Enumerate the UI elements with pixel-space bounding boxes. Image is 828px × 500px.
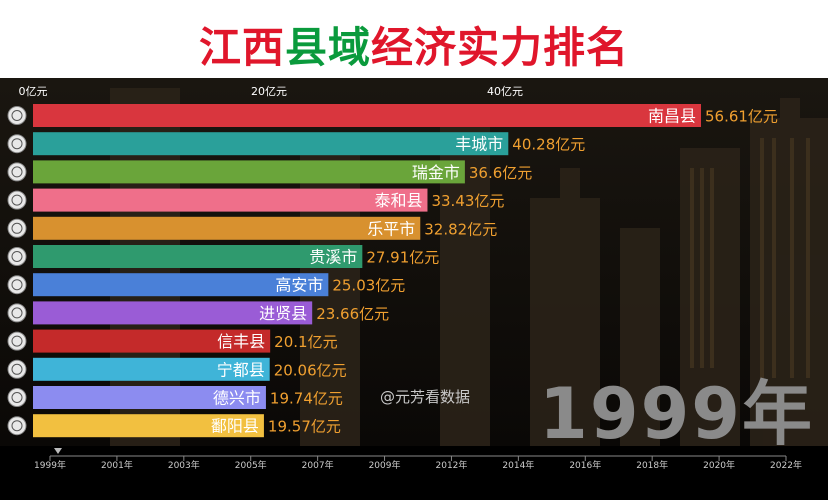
county-emblem-icon xyxy=(7,218,27,238)
county-emblem-icon-inner xyxy=(11,392,23,403)
county-emblem-icon-inner xyxy=(11,420,23,432)
title-part-2: 县域 xyxy=(284,23,371,72)
bar-category-label: 泰和县 xyxy=(374,191,422,210)
bar xyxy=(33,245,363,268)
bar xyxy=(33,329,271,353)
title-bar: 江西县域经济实力排名 xyxy=(0,0,828,78)
county-emblem-icon-inner xyxy=(11,166,23,178)
bar-value-label: 20.06亿元 xyxy=(274,361,347,379)
timeline: 1999年 2001年 2003年 2005年 2007年 2009年 2012年 2014年… xyxy=(0,446,828,496)
county-emblem-icon xyxy=(7,359,27,379)
bar-value-label: 56.61亿元 xyxy=(705,108,778,126)
county-emblem-icon-inner xyxy=(11,279,23,291)
county-emblem-icon-inner xyxy=(11,251,23,262)
bar xyxy=(33,188,428,212)
county-emblem-icon xyxy=(7,190,27,210)
bar-category-label: 瑞金市 xyxy=(412,163,460,182)
bar xyxy=(33,273,329,297)
county-emblem-icon xyxy=(7,134,27,154)
bar-category-label: 高安市 xyxy=(275,276,323,295)
bar xyxy=(33,357,270,381)
bar-value-label: 33.43亿元 xyxy=(431,192,504,210)
title-part-3: 经济实力排名 xyxy=(371,23,630,72)
county-emblem-icon xyxy=(7,275,27,295)
county-emblem-icon xyxy=(7,303,27,323)
timeline-year-label[interactable]: 1999年 xyxy=(34,459,66,471)
timeline-year-label[interactable]: 2022年 xyxy=(770,459,802,471)
bar xyxy=(33,386,266,409)
timeline-year-label[interactable]: 2007年 xyxy=(302,459,334,471)
bar-value-label: 19.57亿元 xyxy=(268,418,341,436)
county-emblem-icon xyxy=(7,247,27,266)
timeline-svg: 1999年 2001年 2003年 2005年 2007年 2009年 2012年 2014年… xyxy=(34,448,802,471)
bar-value-label: 36.6亿元 xyxy=(469,164,532,182)
county-emblem-icon xyxy=(7,106,27,125)
county-emblem-icon-inner xyxy=(11,110,23,121)
bar xyxy=(33,414,264,438)
bar-category-label: 鄱阳县 xyxy=(211,417,259,436)
timeline-year-label[interactable]: 2009年 xyxy=(369,459,401,471)
bar-category-label: 贵溪市 xyxy=(309,248,357,267)
x-tick-label: 40亿元 xyxy=(487,85,523,98)
timeline-year-label[interactable]: 2001年 xyxy=(101,459,133,471)
county-emblem-icon-inner xyxy=(11,307,23,319)
title-part-1: 江西 xyxy=(198,23,285,72)
county-emblem-icon-inner xyxy=(11,363,23,375)
bar xyxy=(33,160,465,184)
bar-category-label: 进贤县 xyxy=(259,304,307,323)
timeline-year-label[interactable]: 2012年 xyxy=(436,459,468,471)
county-emblem-icon-inner xyxy=(11,194,23,206)
county-emblem-icon xyxy=(7,162,27,182)
current-year-label: 1999年 xyxy=(539,373,814,455)
x-tick-label: 0亿元 xyxy=(19,85,48,98)
bar-value-label: 25.03亿元 xyxy=(332,277,405,295)
county-emblem-icon-inner xyxy=(11,138,23,150)
bar-value-label: 19.74亿元 xyxy=(270,390,343,408)
page-title: 江西县域经济实力排名 xyxy=(0,14,828,75)
county-emblem-icon xyxy=(7,416,27,436)
bar-category-label: 丰城市 xyxy=(455,135,503,154)
x-tick-label: 20亿元 xyxy=(251,85,287,98)
timeline-year-label[interactable]: 2005年 xyxy=(235,459,267,471)
bar-value-label: 40.28亿元 xyxy=(512,136,585,154)
timeline-year-label[interactable]: 2016年 xyxy=(569,459,601,471)
bar-value-label: 27.91亿元 xyxy=(366,249,439,267)
bar-category-label: 乐平市 xyxy=(367,219,415,238)
timeline-year-label[interactable]: 2020年 xyxy=(703,459,735,471)
county-emblem-icon xyxy=(7,388,27,407)
bar xyxy=(33,216,421,240)
watermark: @元芳看数据 xyxy=(380,388,471,406)
bar-value-label: 32.82亿元 xyxy=(424,220,497,238)
bar-category-label: 南昌县 xyxy=(648,107,696,126)
bar-value-label: 23.66亿元 xyxy=(316,305,389,323)
bar-value-label: 20.1亿元 xyxy=(274,333,337,351)
timeline-year-label[interactable]: 2014年 xyxy=(502,459,534,471)
bar-category-label: 信丰县 xyxy=(217,332,265,351)
timeline-year-label[interactable]: 2003年 xyxy=(168,459,200,471)
bar-category-label: 德兴市 xyxy=(213,389,261,408)
timeline-position-marker[interactable] xyxy=(54,448,62,454)
bar xyxy=(33,301,313,325)
timeline-year-label[interactable]: 2018年 xyxy=(636,459,668,471)
bar xyxy=(33,104,701,127)
bar-category-label: 宁都县 xyxy=(217,360,265,379)
bar xyxy=(33,132,509,156)
county-emblem-icon xyxy=(7,331,27,351)
county-emblem-icon-inner xyxy=(11,335,23,347)
county-emblem-icon-inner xyxy=(11,222,23,234)
